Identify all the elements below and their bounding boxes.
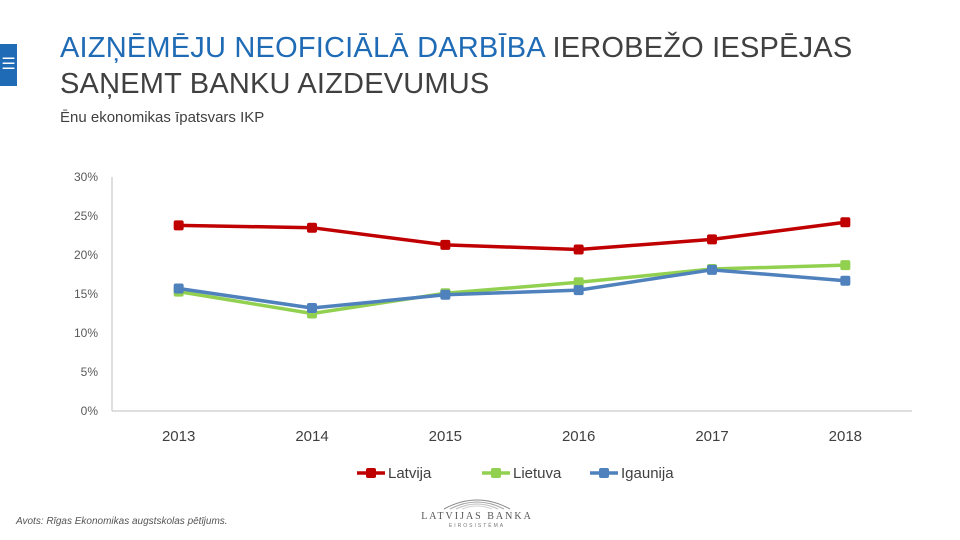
data-point-latvija (840, 217, 851, 228)
x-tick-label: 2014 (295, 428, 328, 445)
logo-name: LATVIJAS BANKA (421, 511, 533, 522)
y-tick-label: 0% (81, 404, 99, 418)
data-point-igaunija (840, 275, 851, 286)
data-point-igaunija (307, 303, 317, 314)
x-tick-label: 2017 (695, 428, 728, 445)
x-tick-label: 2018 (829, 428, 862, 445)
title-rest: IEROBEŽO IESPĒJAS SAŅEMT BANKU AIZDEVUMU… (60, 32, 853, 100)
legend-label-lietuva: Lietuva (513, 465, 562, 482)
logo-arc-icon (443, 499, 511, 510)
data-point-igaunija (173, 283, 184, 294)
x-tick-label: 2016 (562, 428, 595, 445)
x-tick-label: 2015 (429, 428, 462, 445)
legend-marker-lietuva (491, 468, 501, 478)
title-accent: AIZŅĒMĒJU NEOFICIĀLĀ DARBĪBA (60, 32, 545, 64)
chart-subtitle: Ēnu ekonomikas īpatsvars IKP (60, 109, 265, 126)
bank-logo: LATVIJAS BANKA EIROSISTĒMA (417, 494, 537, 529)
data-point-lietuva (573, 277, 584, 288)
source-note: Avots: Rīgas Ekonomikas augstskolas pētī… (16, 516, 228, 527)
x-tick-label: 2013 (162, 428, 195, 445)
data-point-igaunija (573, 285, 584, 296)
data-point-lietuva (840, 260, 851, 271)
page-title: AIZŅĒMĒJU NEOFICIĀLĀ DARBĪBA IEROBEŽO IE… (60, 30, 920, 102)
data-point-igaunija (440, 289, 451, 300)
legend-label-igaunija: Igaunija (621, 465, 674, 482)
data-point-latvija (573, 244, 584, 255)
legend-label-latvija: Latvija (388, 465, 432, 482)
logo-subtitle: EIROSISTĒMA (448, 523, 506, 529)
series-line-lietuva (176, 263, 848, 316)
legend-marker-latvija (366, 468, 376, 478)
data-point-igaunija (707, 264, 717, 275)
data-point-latvija (173, 220, 184, 231)
y-tick-label: 15% (74, 287, 98, 301)
menu-tab[interactable]: ☰ (0, 44, 17, 86)
y-tick-label: 25% (74, 209, 98, 223)
y-tick-label: 20% (74, 248, 98, 262)
data-point-latvija (307, 222, 317, 233)
hamburger-icon: ☰ (1, 56, 16, 73)
series-line-igaunija (176, 268, 848, 310)
data-point-latvija (440, 239, 451, 250)
legend-marker-igaunija (599, 468, 609, 478)
line-chart: 0% 5% 10% 15% 20% 25% 30% 2013 2014 2015 2016 2017 2… (74, 170, 912, 482)
y-tick-label: 5% (81, 365, 99, 379)
y-tick-label: 10% (74, 326, 98, 340)
y-tick-label: 30% (74, 170, 98, 184)
series-line-latvija (176, 220, 848, 252)
data-point-latvija (707, 234, 717, 245)
